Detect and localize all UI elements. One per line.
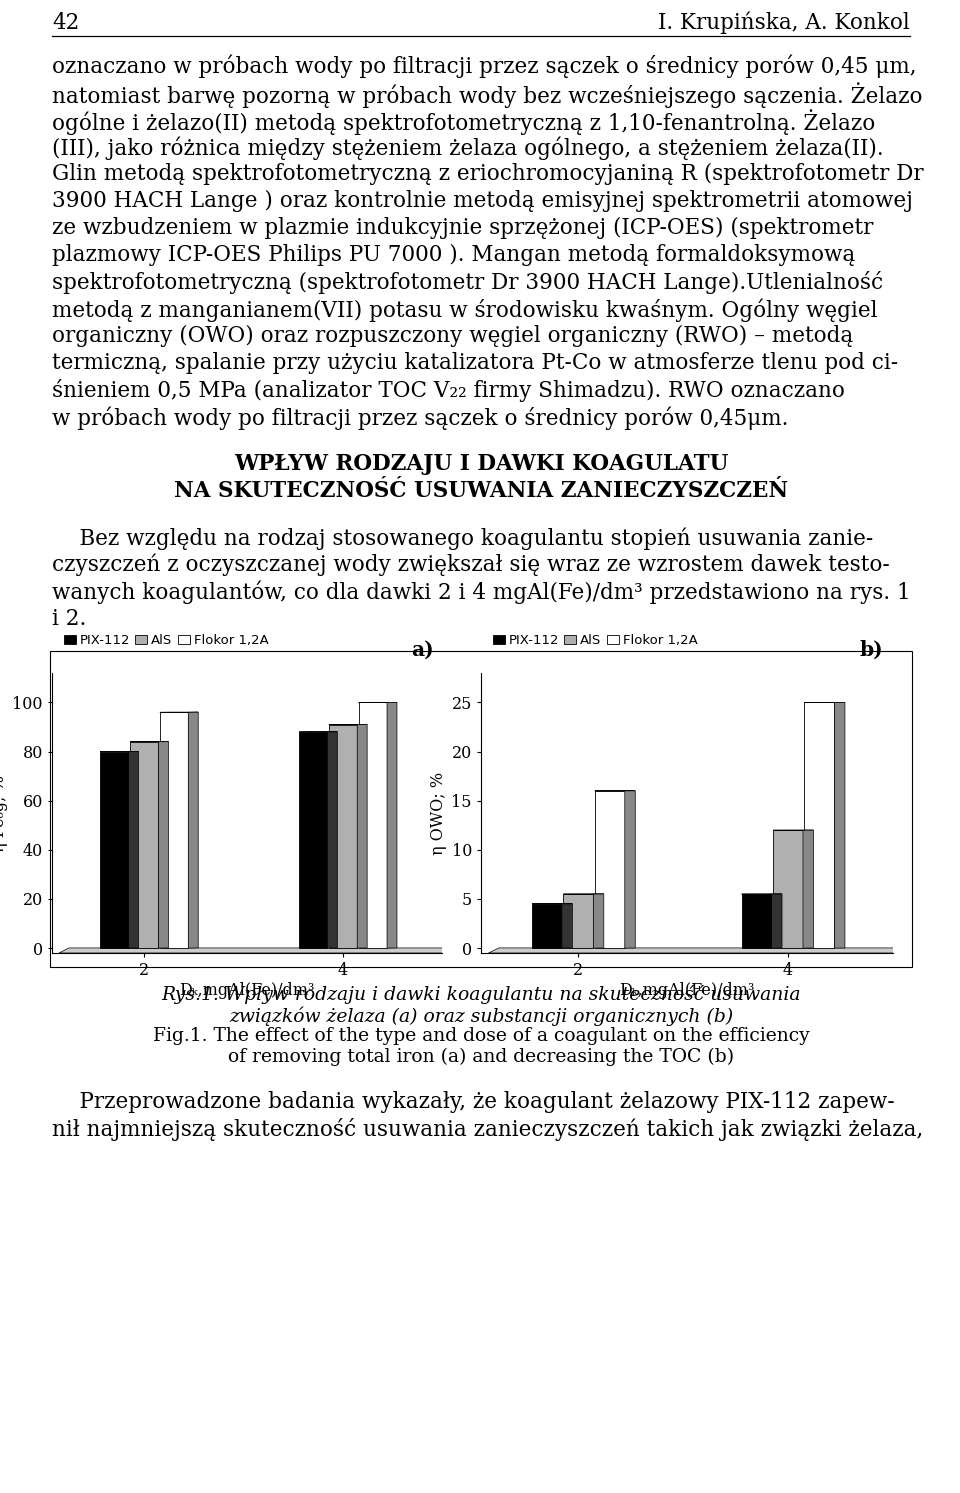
Text: (III), jako różnica między stężeniem żelaza ogólnego, a stężeniem żelaza(II).: (III), jako różnica między stężeniem żel… <box>52 136 883 160</box>
Text: spektrofotometryczną (spektrofotometr Dr 3900 HACH Lange).Utlenialność: spektrofotometryczną (spektrofotometr Dr… <box>52 272 883 294</box>
Polygon shape <box>803 830 813 948</box>
Text: WPŁYW RODZAJU I DAWKI KOAGULATU: WPŁYW RODZAJU I DAWKI KOAGULATU <box>234 452 729 475</box>
Text: Przeprowadzone badania wykazały, że koagulant żelazowy PIX-112 zapew-: Przeprowadzone badania wykazały, że koag… <box>52 1091 895 1112</box>
Text: plazmowy ICP-OES Philips PU 7000 ). Mangan metodą formaldoksymową: plazmowy ICP-OES Philips PU 7000 ). Mang… <box>52 243 855 266</box>
Text: Rys.1. Wpływ rodzaju i dawki koagulantu na skuteczność usuwania: Rys.1. Wpływ rodzaju i dawki koagulantu … <box>161 985 801 1003</box>
Text: natomiast barwę pozorną w próbach wody bez wcześniejszego sączenia. Żelazo: natomiast barwę pozorną w próbach wody b… <box>52 82 923 107</box>
Text: organiczny (OWO) oraz rozpuszczony węgiel organiczny (RWO) – metodą: organiczny (OWO) oraz rozpuszczony węgie… <box>52 325 853 346</box>
Text: Glin metodą spektrofotometryczną z eriochromocyjaniną R (spektrofotometr Dr: Glin metodą spektrofotometryczną z erioc… <box>52 163 924 185</box>
Polygon shape <box>158 742 168 948</box>
Text: a): a) <box>411 639 434 660</box>
Text: Bez względu na rodzaj stosowanego koagulantu stopień usuwania zanie-: Bez względu na rodzaj stosowanego koagul… <box>52 527 874 549</box>
Text: b): b) <box>860 639 883 660</box>
Legend: PIX-112, AlS, Flokor 1,2A: PIX-112, AlS, Flokor 1,2A <box>59 629 274 652</box>
Text: nił najmniejszą skuteczność usuwania zanieczyszczeń takich jak związki żelaza,: nił najmniejszą skuteczność usuwania zan… <box>52 1118 924 1141</box>
Polygon shape <box>562 903 572 948</box>
Bar <box>100 751 129 948</box>
Polygon shape <box>625 791 636 948</box>
Polygon shape <box>60 948 452 953</box>
Bar <box>160 712 188 948</box>
Polygon shape <box>772 894 782 948</box>
Text: czyszczeń z oczyszczanej wody zwiększał się wraz ze wzrostem dawek testo-: czyszczeń z oczyszczanej wody zwiększał … <box>52 554 890 576</box>
X-axis label: Dₖ,mgAl(Fe)/dm³: Dₖ,mgAl(Fe)/dm³ <box>619 982 755 999</box>
Bar <box>532 903 562 948</box>
Text: w próbach wody po filtracji przez sączek o średnicy porów 0,45μm.: w próbach wody po filtracji przez sączek… <box>52 406 788 430</box>
Legend: PIX-112, AlS, Flokor 1,2A: PIX-112, AlS, Flokor 1,2A <box>488 629 703 652</box>
Bar <box>50 651 912 967</box>
Text: NA SKUTECZNOŚĆ USUWANIA ZANIECZYSZCZEŃ: NA SKUTECZNOŚĆ USUWANIA ZANIECZYSZCZEŃ <box>174 481 788 502</box>
Bar <box>773 830 803 948</box>
Bar <box>595 791 625 948</box>
Polygon shape <box>188 712 198 948</box>
Y-axis label: η OWO; %: η OWO; % <box>430 772 447 854</box>
Bar <box>359 703 387 948</box>
Text: oznaczano w próbach wody po filtracji przez sączek o średnicy porów 0,45 μm,: oznaczano w próbach wody po filtracji pr… <box>52 55 917 79</box>
Text: wanych koagulantów, co dla dawki 2 i 4 mgAl(Fe)/dm³ przedstawiono na rys. 1: wanych koagulantów, co dla dawki 2 i 4 m… <box>52 581 911 605</box>
Bar <box>564 894 593 948</box>
Text: ze wzbudzeniem w plazmie indukcyjnie sprzężonej (ICP-OES) (spektrometr: ze wzbudzeniem w plazmie indukcyjnie spr… <box>52 216 874 239</box>
Text: metodą z manganianem(VII) potasu w środowisku kwaśnym. Ogólny węgiel: metodą z manganianem(VII) potasu w środo… <box>52 299 877 321</box>
Text: związków żelaza (a) oraz substancji organicznych (b): związków żelaza (a) oraz substancji orga… <box>228 1006 733 1026</box>
Polygon shape <box>357 724 367 948</box>
Bar <box>299 732 327 948</box>
Text: termiczną, spalanie przy użyciu katalizatora Pt-Co w atmosferze tlenu pod ci-: termiczną, spalanie przy użyciu kataliza… <box>52 352 899 375</box>
Bar <box>329 724 357 948</box>
Text: 42: 42 <box>52 12 80 34</box>
Polygon shape <box>834 702 845 948</box>
Text: i 2.: i 2. <box>52 608 86 630</box>
Text: 3900 HACH Lange ) oraz kontrolnie metodą emisyjnej spektrometrii atomowej: 3900 HACH Lange ) oraz kontrolnie metodą… <box>52 190 913 212</box>
Polygon shape <box>327 732 337 948</box>
Text: ogólne i żelazo(II) metodą spektrofotometryczną z 1,10-fenantrolną. Żelazo: ogólne i żelazo(II) metodą spektrofotome… <box>52 109 876 134</box>
Text: I. Krupińska, A. Konkol: I. Krupińska, A. Konkol <box>659 12 910 34</box>
Bar <box>804 703 834 948</box>
Polygon shape <box>387 702 397 948</box>
Text: śnieniem 0,5 MPa (analizator TOC V₂₂ firmy Shimadzu). RWO oznaczano: śnieniem 0,5 MPa (analizator TOC V₂₂ fir… <box>52 379 845 402</box>
Polygon shape <box>489 948 903 953</box>
X-axis label: Dₖ,mgAl(Fe)/dm³: Dₖ,mgAl(Fe)/dm³ <box>180 982 315 999</box>
Polygon shape <box>593 894 604 948</box>
Bar <box>130 742 158 948</box>
Bar <box>741 894 772 948</box>
Y-axis label: η Fe₀g; %: η Fe₀g; % <box>0 775 9 851</box>
Polygon shape <box>129 751 138 948</box>
Text: of removing total iron (a) and decreasing the TOC (b): of removing total iron (a) and decreasin… <box>228 1048 734 1066</box>
Text: Fig.1. The effect of the type and dose of a coagulant on the efficiency: Fig.1. The effect of the type and dose o… <box>153 1027 809 1045</box>
